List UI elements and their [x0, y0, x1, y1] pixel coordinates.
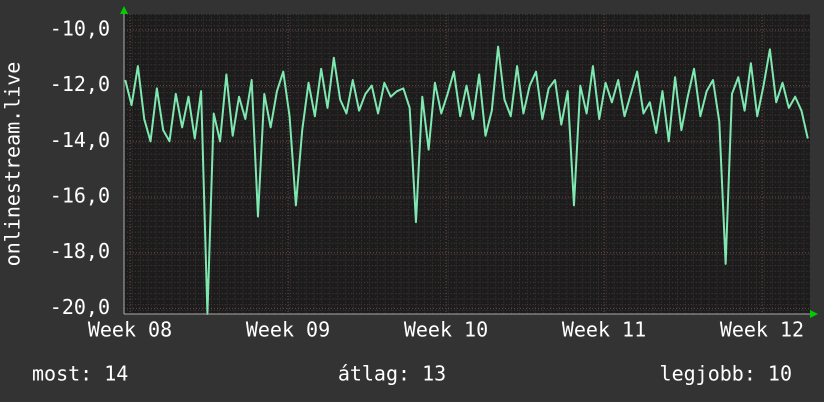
- y-tick-label: -18,0: [50, 239, 110, 263]
- marks: [124, 14, 810, 315]
- stat-average: átlag: 13: [338, 362, 446, 386]
- y-axis-label: onlinestream.live: [1, 62, 25, 267]
- stat-best: legjobb: 10: [660, 362, 792, 386]
- x-tick-label: Week 08: [88, 318, 172, 342]
- series-line: [124, 45, 809, 315]
- y-tick-label: -12,0: [50, 72, 110, 96]
- x-tick-label: Week 11: [562, 318, 646, 342]
- x-tick-label: Week 10: [404, 318, 488, 342]
- y-tick-label: -10,0: [50, 16, 110, 40]
- x-tick-label: Week 12: [720, 318, 804, 342]
- y-tick-label: -16,0: [50, 184, 110, 208]
- y-tick-label: -14,0: [50, 128, 110, 152]
- x-tick-label: Week 09: [246, 318, 330, 342]
- y-arrow: [120, 6, 128, 14]
- minor-grid: [124, 14, 810, 314]
- stat-current: most: 14: [32, 362, 128, 386]
- y-tick-label: -20,0: [50, 295, 110, 319]
- x-arrow: [810, 310, 818, 318]
